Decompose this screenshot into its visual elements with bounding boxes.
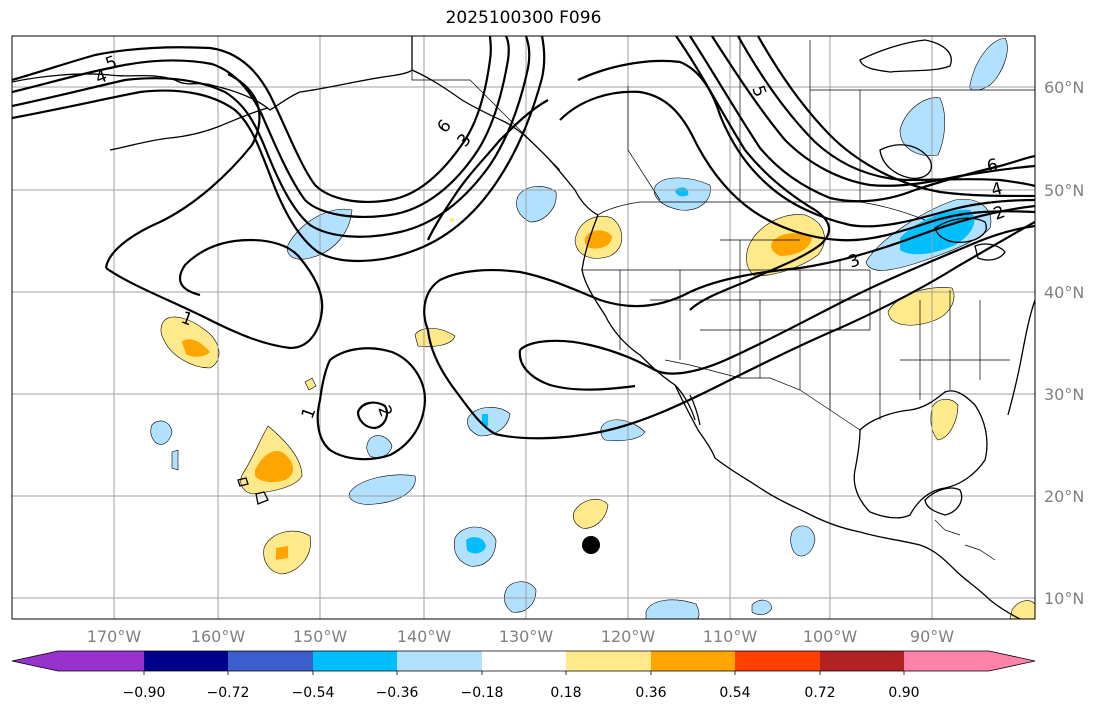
coastlines: [12, 36, 1035, 619]
canada-provinces: [627, 36, 1035, 202]
lon-label: 140°W: [397, 627, 452, 646]
colorbar-bin: [228, 651, 313, 671]
colorbar-tick: −0.90: [123, 685, 166, 701]
colorbar: −0.90 −0.72 −0.54 −0.36 −0.18 0.18 0.36 …: [11, 650, 1036, 701]
yucatan: [924, 487, 963, 516]
colorbar-tick: −0.36: [376, 685, 419, 701]
lon-label: 120°W: [601, 627, 656, 646]
anomaly-positive: [572, 498, 609, 529]
anomaly-negative: [899, 97, 946, 156]
contour-labels: 5 4 6 3 5 4 6 2 3 1 2 1: [93, 52, 1008, 422]
colorbar-bin: [313, 651, 397, 671]
colorbar-tick: 0.90: [888, 685, 919, 701]
colorbar-bin: [651, 651, 735, 671]
contour-label: 6: [985, 155, 999, 177]
colorbar-tick: −0.72: [207, 685, 250, 701]
colorbar-bin: [820, 651, 904, 671]
canada-arctic: [859, 39, 952, 73]
anomaly-positive: [930, 399, 959, 441]
lon-label: 150°W: [293, 627, 348, 646]
colorbar-tick: −0.54: [292, 685, 335, 701]
colorbar-bin: [904, 651, 989, 671]
colorbar-bin: [144, 651, 228, 671]
anomaly-negative: [504, 581, 537, 613]
anomaly-positive: [450, 218, 454, 222]
lon-label: 90°W: [910, 627, 954, 646]
colorbar-tick: −0.18: [461, 685, 504, 701]
hawaii: [237, 477, 269, 505]
lat-label: 20°N: [1044, 487, 1084, 506]
state-lines: [582, 239, 1010, 420]
lat-label: 40°N: [1044, 283, 1084, 302]
lat-label: 50°N: [1044, 181, 1084, 200]
colorbar-bin: [566, 651, 651, 671]
colorbar-bin: [397, 651, 482, 671]
anomaly-positive-strong: [276, 546, 288, 560]
anomaly-negative: [150, 420, 173, 445]
alaska-border: [411, 36, 561, 171]
lon-label: 100°W: [803, 627, 858, 646]
lon-label: 110°W: [703, 627, 758, 646]
west-coast: [581, 214, 696, 421]
colorbar-bin: [735, 651, 820, 671]
anomaly-negative: [467, 407, 511, 437]
latitude-labels: 60°N 50°N 40°N 30°N 20°N 10°N: [1044, 78, 1084, 608]
contour-label: 4: [989, 179, 1005, 201]
anomaly-positive-strong: [182, 339, 210, 357]
anomaly-negative-strong: [466, 537, 486, 554]
anomaly-negative: [600, 419, 646, 442]
anomaly-negative: [171, 449, 179, 471]
lat-label: 30°N: [1044, 385, 1084, 404]
colorbar-high-extend: [989, 651, 1035, 671]
anomaly-negative: [348, 474, 416, 505]
colorbar-low-extend: [12, 651, 58, 671]
lon-label: 160°W: [191, 627, 246, 646]
map-frame: [11, 35, 1036, 620]
central-america-borders: [934, 519, 996, 561]
east-coast: [1007, 299, 1035, 416]
storm-marker: [582, 536, 600, 554]
colorbar-bin: [58, 651, 144, 671]
anomaly-positive-strong: [771, 233, 812, 256]
lon-label: 130°W: [499, 627, 554, 646]
colorbar-outline: [11, 650, 1036, 672]
anomaly-positive: [1009, 600, 1035, 619]
anomaly-positive-strong: [584, 230, 612, 249]
aleutian-chain: [109, 107, 269, 151]
lon-label: 170°W: [87, 627, 142, 646]
gulf-coast: [853, 390, 988, 519]
hudson-bay: [879, 144, 932, 179]
baja: [674, 384, 716, 459]
anomaly-negative: [790, 525, 816, 557]
lat-label: 60°N: [1044, 78, 1084, 97]
shaded-anomalies: [150, 37, 1035, 619]
colorbar-tick: 0.36: [635, 685, 666, 701]
colorbar-tick: 0.72: [804, 685, 835, 701]
anomaly-negative-strong: [482, 414, 488, 426]
great-lakes: [934, 217, 1006, 261]
colorbar-tick: 0.54: [719, 685, 750, 701]
mexico-coast: [714, 457, 1021, 619]
graticule: [12, 36, 1035, 619]
longitude-labels: 170°W 160°W 150°W 140°W 130°W 120°W 110°…: [87, 627, 954, 646]
plot-title: 2025100300 F096: [445, 8, 602, 28]
anomaly-positive-strong: [255, 450, 294, 483]
colorbar-bin: [482, 651, 566, 671]
lat-label: 10°N: [1044, 589, 1084, 608]
geopotential-contours: [12, 36, 1035, 461]
anomaly-negative: [751, 599, 773, 615]
alaska-coast: [12, 36, 599, 216]
anomaly-positive: [304, 377, 317, 391]
colorbar-tick: 0.18: [550, 685, 581, 701]
